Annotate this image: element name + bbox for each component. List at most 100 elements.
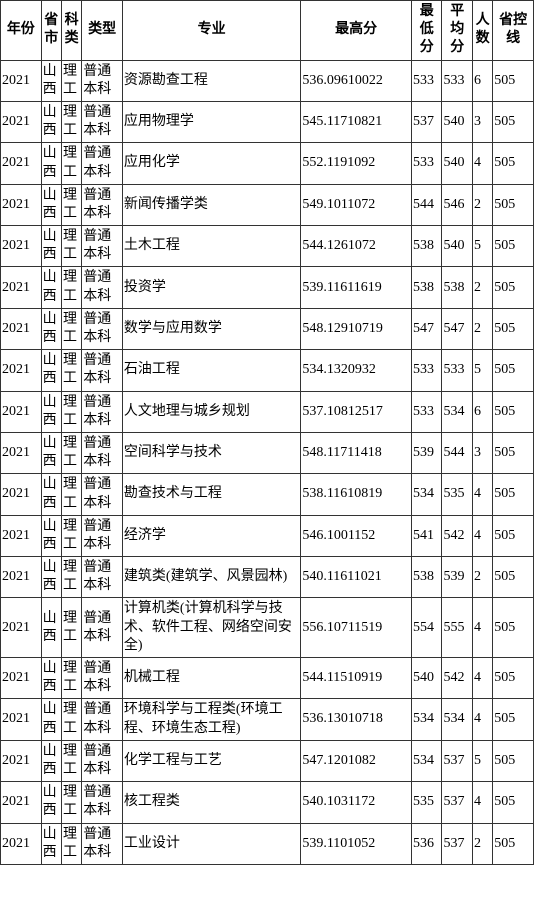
table-cell: 4: [472, 515, 492, 556]
table-cell: 505: [493, 515, 534, 556]
table-cell: 理工: [61, 699, 81, 740]
table-cell: 536: [411, 823, 441, 864]
col-min-score: 最低分: [411, 1, 441, 61]
table-cell: 普通本科: [82, 143, 123, 184]
table-cell: 山西: [41, 391, 61, 432]
table-cell: 2021: [1, 598, 42, 658]
table-cell: 理工: [61, 740, 81, 781]
table-cell: 理工: [61, 391, 81, 432]
table-cell: 544: [442, 432, 472, 473]
table-cell: 山西: [41, 184, 61, 225]
table-cell: 山西: [41, 101, 61, 142]
table-cell: 555: [442, 598, 472, 658]
table-cell: 山西: [41, 474, 61, 515]
table-cell: 535: [411, 782, 441, 823]
table-cell: 505: [493, 391, 534, 432]
table-row: 2021山西理工普通本科数学与应用数学548.12910719547547250…: [1, 308, 534, 349]
table-cell: 547.1201082: [301, 740, 412, 781]
table-cell: 4: [472, 658, 492, 699]
table-cell: 核工程类: [122, 782, 300, 823]
table-row: 2021山西理工普通本科化学工程与工艺547.12010825345375505: [1, 740, 534, 781]
table-row: 2021山西理工普通本科人文地理与城乡规划537.108125175335346…: [1, 391, 534, 432]
table-cell: 4: [472, 699, 492, 740]
table-cell: 山西: [41, 308, 61, 349]
table-cell: 2021: [1, 782, 42, 823]
table-row: 2021山西理工普通本科勘查技术与工程538.11610819534535450…: [1, 474, 534, 515]
table-cell: 建筑类(建筑学、风景园林): [122, 557, 300, 598]
table-cell: 540: [442, 101, 472, 142]
table-cell: 540: [411, 658, 441, 699]
table-cell: 535: [442, 474, 472, 515]
col-max-score: 最高分: [301, 1, 412, 61]
table-cell: 2021: [1, 267, 42, 308]
table-cell: 2021: [1, 557, 42, 598]
table-row: 2021山西理工普通本科经济学546.10011525415424505: [1, 515, 534, 556]
table-cell: 新闻传播学类: [122, 184, 300, 225]
table-cell: 538.11610819: [301, 474, 412, 515]
table-cell: 山西: [41, 557, 61, 598]
table-cell: 537: [442, 823, 472, 864]
table-cell: 普通本科: [82, 699, 123, 740]
table-row: 2021山西理工普通本科应用物理学545.117108215375403505: [1, 101, 534, 142]
table-cell: 2021: [1, 226, 42, 267]
table-cell: 山西: [41, 740, 61, 781]
table-cell: 2021: [1, 184, 42, 225]
table-cell: 533: [442, 350, 472, 391]
table-cell: 3: [472, 101, 492, 142]
table-cell: 石油工程: [122, 350, 300, 391]
table-cell: 2021: [1, 60, 42, 101]
table-cell: 552.1191092: [301, 143, 412, 184]
table-cell: 理工: [61, 474, 81, 515]
table-cell: 经济学: [122, 515, 300, 556]
table-cell: 554: [411, 598, 441, 658]
table-cell: 普通本科: [82, 184, 123, 225]
table-cell: 538: [411, 226, 441, 267]
table-cell: 2021: [1, 515, 42, 556]
table-cell: 542: [442, 515, 472, 556]
table-cell: 505: [493, 184, 534, 225]
table-cell: 534: [411, 699, 441, 740]
table-cell: 普通本科: [82, 350, 123, 391]
table-cell: 533: [411, 60, 441, 101]
col-avg-score: 平均分: [442, 1, 472, 61]
table-cell: 普通本科: [82, 60, 123, 101]
table-row: 2021山西理工普通本科机械工程544.115109195405424505: [1, 658, 534, 699]
table-cell: 4: [472, 143, 492, 184]
table-cell: 505: [493, 474, 534, 515]
table-cell: 2021: [1, 658, 42, 699]
table-cell: 普通本科: [82, 267, 123, 308]
col-major: 专业: [122, 1, 300, 61]
table-cell: 539.11611619: [301, 267, 412, 308]
table-cell: 548.11711418: [301, 432, 412, 473]
table-cell: 505: [493, 267, 534, 308]
table-cell: 3: [472, 432, 492, 473]
table-cell: 山西: [41, 658, 61, 699]
table-cell: 545.11710821: [301, 101, 412, 142]
table-cell: 505: [493, 740, 534, 781]
table-cell: 505: [493, 598, 534, 658]
table-cell: 537: [442, 782, 472, 823]
table-cell: 536.09610022: [301, 60, 412, 101]
table-row: 2021山西理工普通本科应用化学552.11910925335404505: [1, 143, 534, 184]
table-cell: 2: [472, 184, 492, 225]
table-row: 2021山西理工普通本科核工程类540.10311725355374505: [1, 782, 534, 823]
table-cell: 534: [411, 474, 441, 515]
table-cell: 537: [442, 740, 472, 781]
col-year: 年份: [1, 1, 42, 61]
table-cell: 534: [411, 740, 441, 781]
table-cell: 539: [411, 432, 441, 473]
table-cell: 540: [442, 226, 472, 267]
table-cell: 533: [411, 350, 441, 391]
table-cell: 普通本科: [82, 658, 123, 699]
table-cell: 541: [411, 515, 441, 556]
table-cell: 547: [442, 308, 472, 349]
table-cell: 理工: [61, 658, 81, 699]
table-cell: 化学工程与工艺: [122, 740, 300, 781]
col-type: 类型: [82, 1, 123, 61]
table-cell: 505: [493, 432, 534, 473]
table-cell: 普通本科: [82, 782, 123, 823]
table-cell: 理工: [61, 598, 81, 658]
table-cell: 理工: [61, 515, 81, 556]
table-cell: 2021: [1, 823, 42, 864]
table-cell: 应用化学: [122, 143, 300, 184]
